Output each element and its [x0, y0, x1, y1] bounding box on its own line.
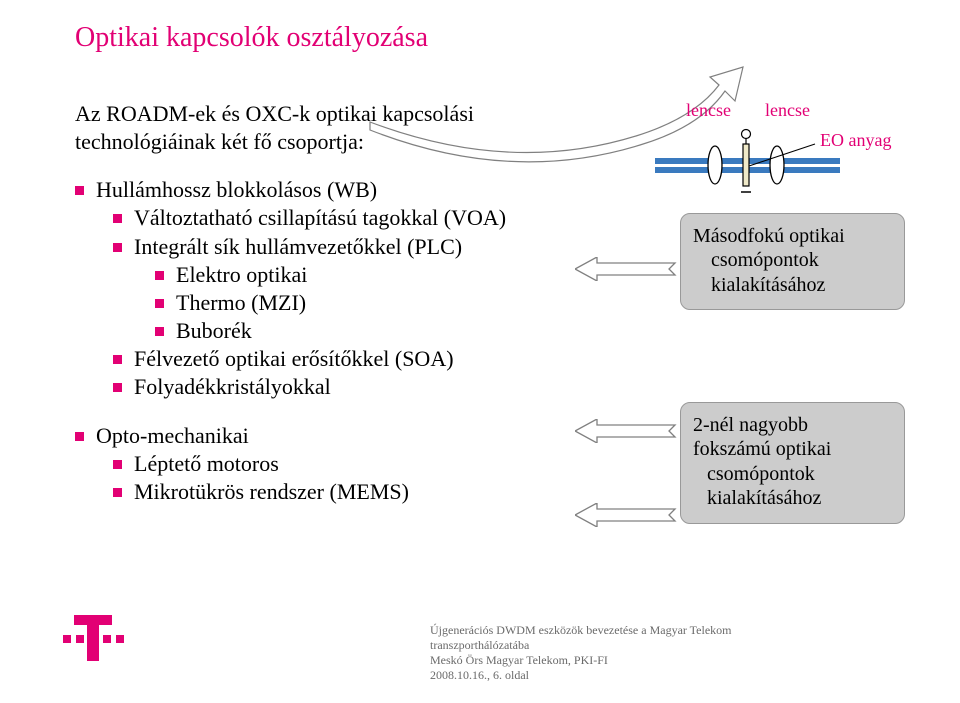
slide-title: Optikai kapcsolók osztályozása [75, 22, 428, 54]
slide: Optikai kapcsolók osztályozása Az ROADM-… [0, 0, 960, 703]
bullet-thermo: Thermo (MZI) [155, 289, 595, 317]
bullet-square-icon [155, 299, 164, 308]
lens-diagram: lencse lencse EO anyag [680, 100, 920, 190]
bullet-square-icon [75, 186, 84, 195]
box-line: csomópontok [693, 248, 892, 272]
lens-label-left: lencse [686, 100, 731, 121]
lens-diagram-svg [655, 128, 875, 208]
body-content: Az ROADM-ek és OXC-k optikai kapcsolási … [75, 100, 595, 506]
bullet-square-icon [155, 271, 164, 280]
bullet-text: Léptető motoros [134, 450, 279, 478]
bullet-square-icon [113, 355, 122, 364]
info-box-secondary-nodes: Másodfokú optikai csomópontok kialakítás… [680, 213, 905, 310]
telekom-logo-icon [63, 615, 123, 675]
bullet-square-icon [113, 460, 122, 469]
box-line: kialakításához [693, 486, 892, 510]
bullet-bubble: Buborék [155, 317, 595, 345]
bullet-text: Változtatható csillapítású tagokkal (VOA… [134, 204, 506, 232]
box-line: 2-nél nagyobb [693, 413, 892, 437]
box-line: csomópontok [693, 462, 892, 486]
bullet-text: Buborék [176, 317, 252, 345]
footer-line: Meskó Örs Magyar Telekom, PKI-FI [430, 653, 930, 668]
bullet-text: Félvezető optikai erősítőkkel (SOA) [134, 345, 454, 373]
bullet-text: Mikrotükrös rendszer (MEMS) [134, 478, 409, 506]
bullet-text: Elektro optikai [176, 261, 307, 289]
bullet-square-icon [155, 327, 164, 336]
bullet-soa: Félvezető optikai erősítőkkel (SOA) [113, 345, 595, 373]
footer-line: Újgenerációs DWDM eszközök bevezetése a … [430, 623, 930, 638]
bullet-square-icon [113, 214, 122, 223]
bullet-opto-mech: Opto-mechanikai [75, 422, 595, 450]
bullet-square-icon [113, 488, 122, 497]
slide-footer: Újgenerációs DWDM eszközök bevezetése a … [430, 623, 930, 683]
info-box-higher-degree-nodes: 2-nél nagyobb fokszámú optikai csomópont… [680, 402, 905, 524]
bullet-plc: Integrált sík hullámvezetőkkel (PLC) [113, 233, 595, 261]
bullet-text: Thermo (MZI) [176, 289, 306, 317]
bullet-electro: Elektro optikai [155, 261, 595, 289]
footer-line: 2008.10.16., 6. oldal [430, 668, 930, 683]
bullet-square-icon [113, 383, 122, 392]
bullet-stepper: Léptető motoros [113, 450, 595, 478]
lens-label-right: lencse [765, 100, 810, 121]
bullet-wb: Hullámhossz blokkolásos (WB) [75, 176, 595, 204]
bullet-square-icon [113, 243, 122, 252]
bullet-text: Folyadékkristályokkal [134, 373, 331, 401]
bullet-text: Opto-mechanikai [96, 422, 249, 450]
bullet-text: Hullámhossz blokkolásos (WB) [96, 176, 377, 204]
bullet-voa: Változtatható csillapítású tagokkal (VOA… [113, 204, 595, 232]
bullet-lcd: Folyadékkristályokkal [113, 373, 595, 401]
footer-line: transzporthálózatába [430, 638, 930, 653]
left-arrow-icon [575, 503, 680, 527]
bullet-text: Integrált sík hullámvezetőkkel (PLC) [134, 233, 462, 261]
bullet-mems: Mikrotükrös rendszer (MEMS) [113, 478, 595, 506]
box-line: fokszámú optikai [693, 437, 892, 461]
box-line: kialakításához [693, 273, 892, 297]
intro-line-2: technológiáinak két fő csoportja: [75, 128, 595, 156]
bullet-square-icon [75, 432, 84, 441]
box-line: Másodfokú optikai [693, 224, 892, 248]
intro-line-1: Az ROADM-ek és OXC-k optikai kapcsolási [75, 100, 595, 128]
